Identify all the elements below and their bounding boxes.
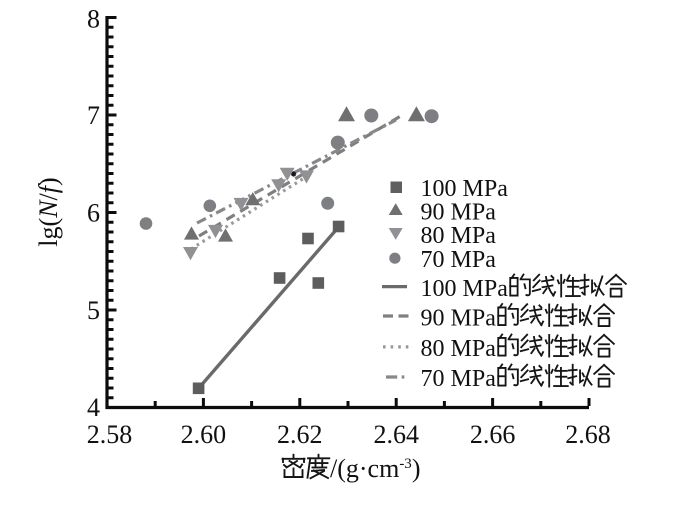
svg-text:2.62: 2.62: [277, 420, 323, 449]
svg-text:100 MPa: 100 MPa: [421, 276, 509, 302]
svg-text:2.60: 2.60: [181, 420, 227, 449]
svg-text:lg(N/f): lg(N/f): [34, 177, 63, 246]
svg-text:2.66: 2.66: [470, 420, 516, 449]
svg-text:4: 4: [87, 393, 100, 422]
svg-text:80 MPa: 80 MPa: [421, 336, 497, 362]
svg-text:2.58: 2.58: [87, 420, 133, 449]
svg-text:90 MPa: 90 MPa: [421, 306, 497, 332]
svg-text:2.64: 2.64: [373, 420, 419, 449]
svg-text:7: 7: [87, 101, 100, 130]
svg-text:70 MPa: 70 MPa: [421, 366, 497, 392]
svg-text:8: 8: [87, 4, 100, 33]
svg-text:80 MPa: 80 MPa: [421, 223, 497, 249]
svg-text:70 MPa: 70 MPa: [421, 247, 497, 273]
svg-text:100 MPa: 100 MPa: [421, 176, 509, 202]
svg-text:2.68: 2.68: [565, 420, 611, 449]
svg-text:90 MPa: 90 MPa: [421, 200, 497, 226]
svg-text:6: 6: [87, 199, 100, 228]
svg-text:5: 5: [87, 296, 100, 325]
